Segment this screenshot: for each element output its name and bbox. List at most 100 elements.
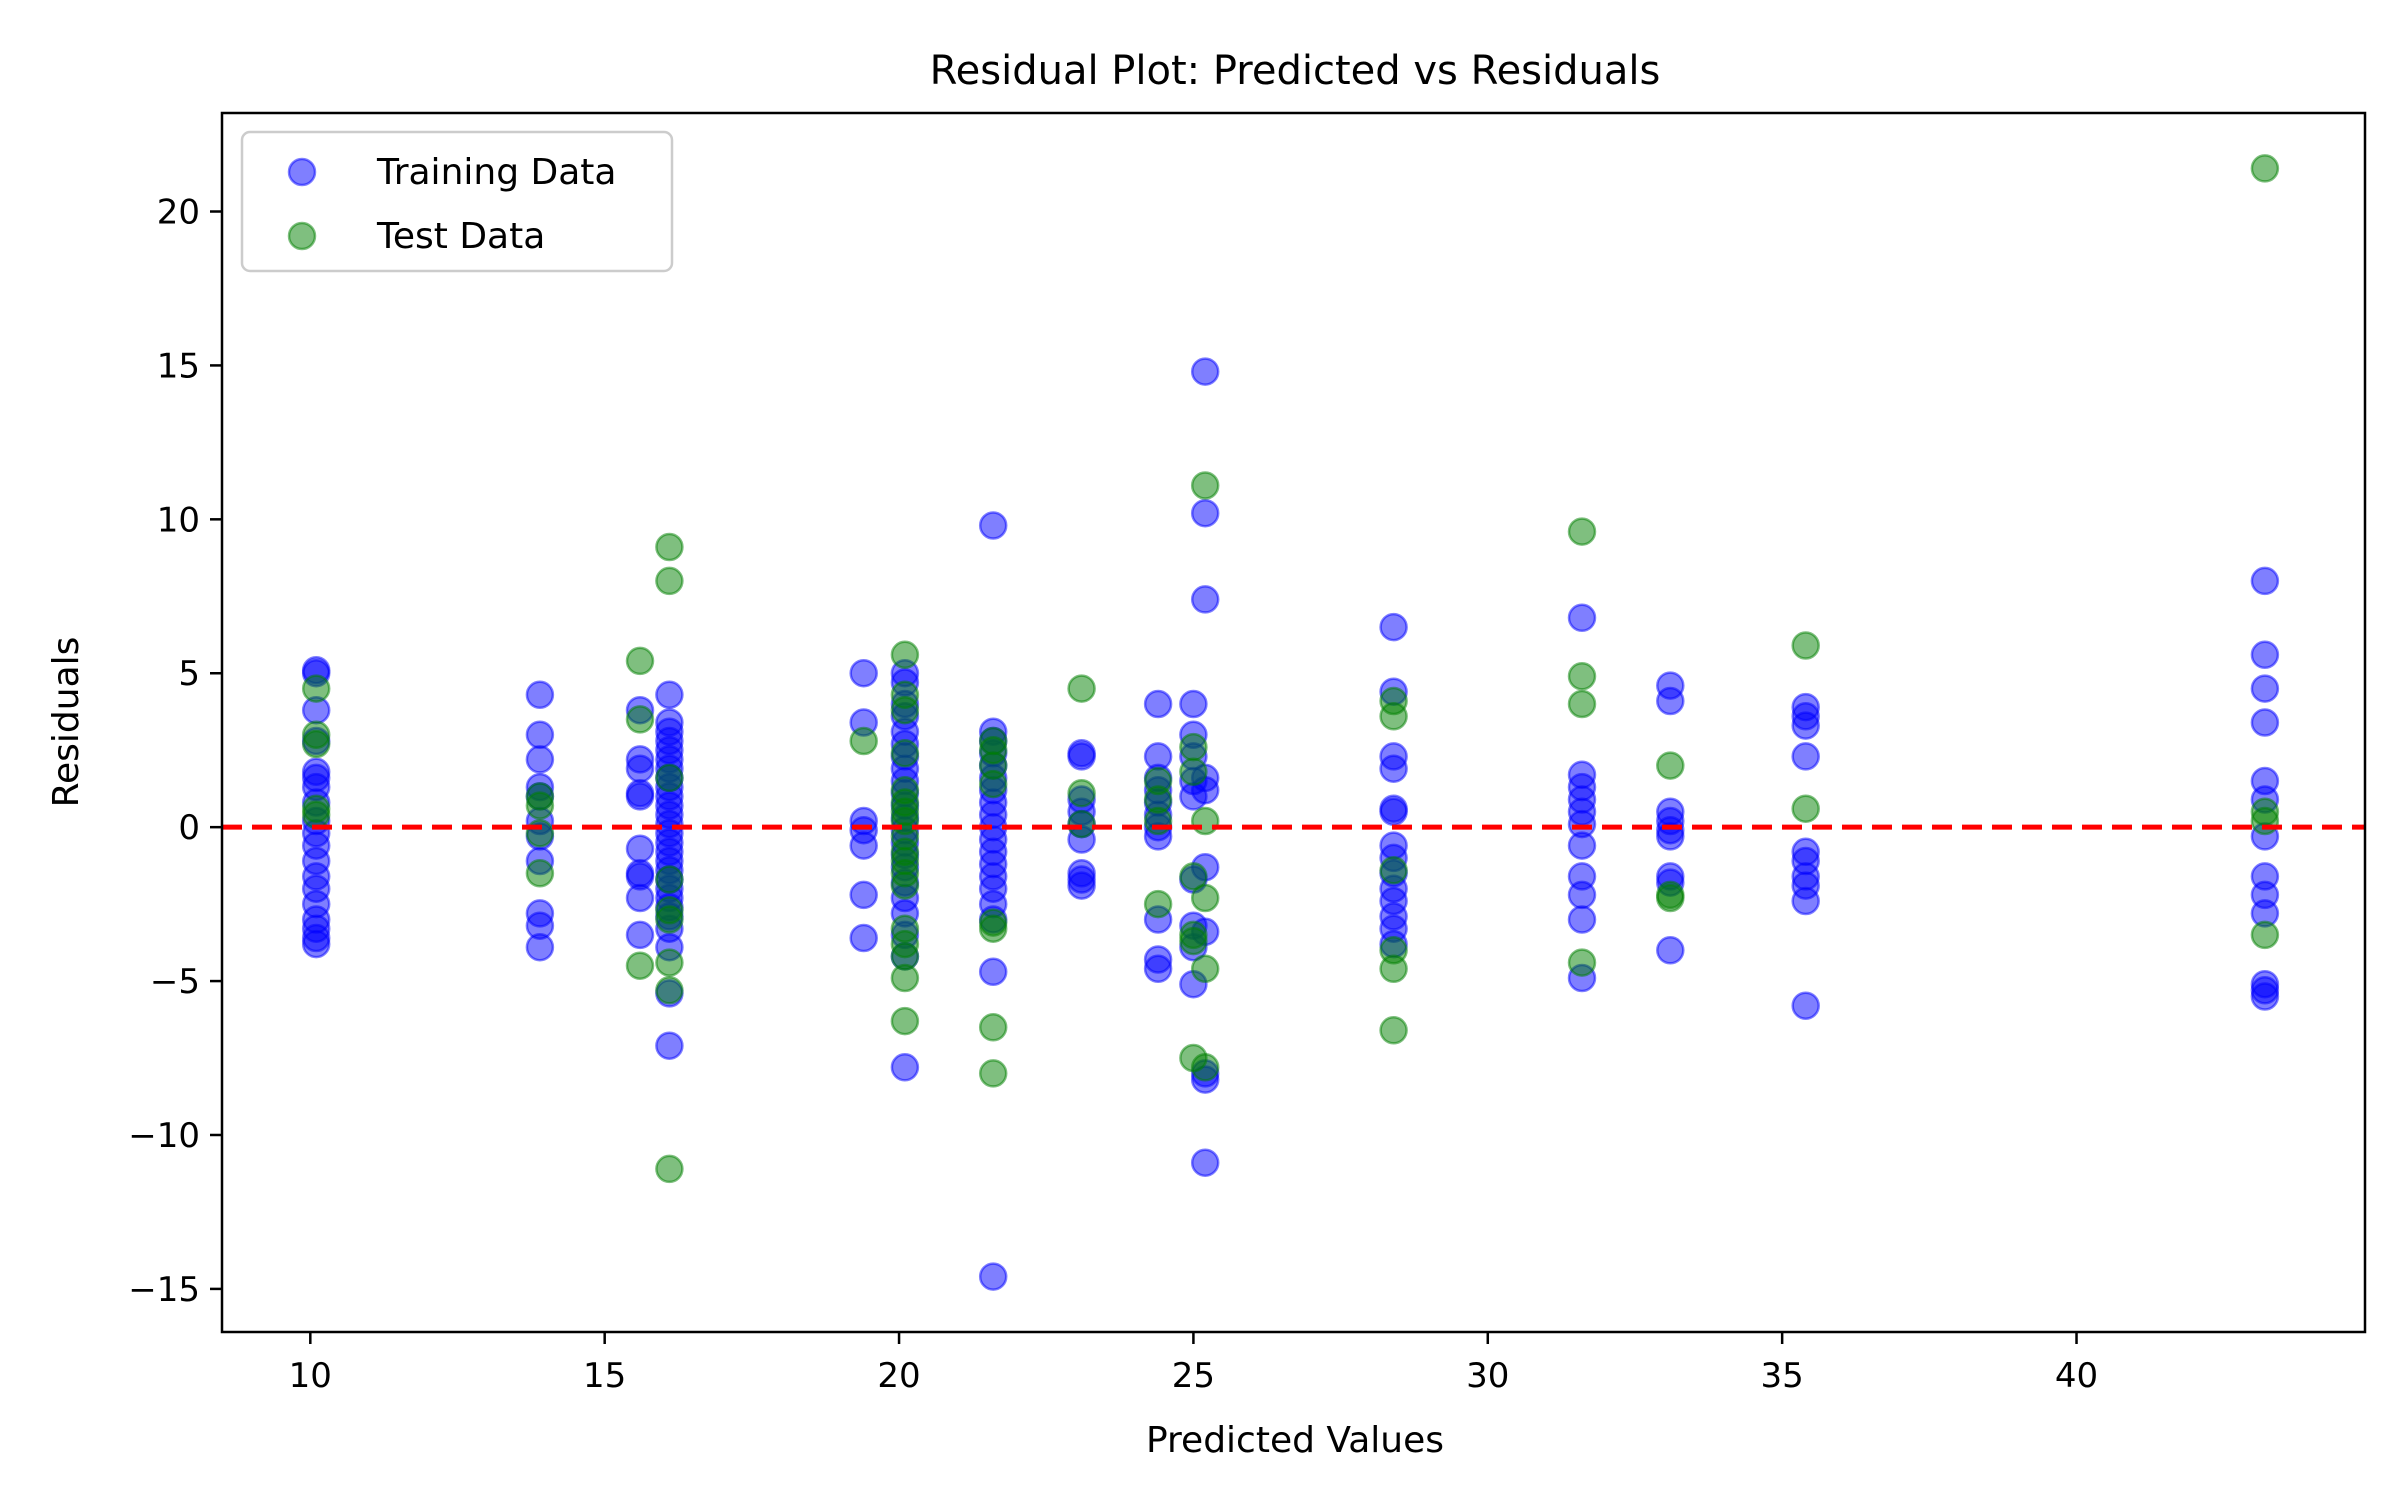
test-point — [1179, 757, 1208, 787]
training-point — [978, 1262, 1008, 1291]
training-point — [655, 1031, 684, 1060]
test-point — [1067, 779, 1096, 808]
test-point — [625, 646, 655, 676]
test-point — [1656, 883, 1685, 913]
test-point — [2250, 920, 2280, 950]
training-point — [1379, 612, 1408, 642]
test-point — [978, 914, 1008, 943]
x-tick-label: 20 — [877, 1356, 920, 1396]
test-point — [1567, 948, 1597, 977]
training-point — [525, 745, 555, 774]
test-point — [525, 859, 555, 888]
training-point — [849, 880, 878, 910]
test-point — [978, 1013, 1008, 1042]
training-point — [890, 1053, 920, 1082]
x-tick-label: 35 — [1761, 1356, 1804, 1396]
x-tick-label: 40 — [2055, 1356, 2098, 1396]
x-tick-label: 15 — [583, 1356, 626, 1396]
training-point — [301, 929, 331, 959]
training-point — [1379, 754, 1408, 783]
training-point — [1179, 689, 1208, 719]
test-point — [301, 800, 331, 830]
training-point — [1656, 686, 1685, 716]
training-point — [1190, 357, 1220, 386]
legend-label-test: Test Data — [376, 216, 545, 257]
training-point — [1190, 498, 1220, 528]
training-point — [1656, 936, 1685, 965]
test-point — [978, 769, 1008, 799]
training-point — [1190, 585, 1220, 614]
y-tick-label: −10 — [128, 1116, 200, 1156]
test-point — [1190, 954, 1220, 984]
y-tick-label: 5 — [178, 654, 200, 694]
training-point — [978, 511, 1008, 540]
test-point — [1379, 1016, 1408, 1045]
x-tick-label: 30 — [1466, 1356, 1509, 1396]
y-tick-label: 15 — [157, 346, 200, 386]
test-point — [525, 819, 555, 848]
test-point — [625, 951, 655, 980]
x-axis-ticks: 10 15 20 25 30 35 40 — [289, 1332, 2098, 1396]
training-point — [525, 720, 555, 750]
scatter-markers — [301, 154, 2280, 1291]
x-tick-label: 10 — [289, 1356, 332, 1396]
training-point — [1656, 822, 1685, 851]
training-point — [2250, 674, 2280, 703]
y-tick-label: 0 — [178, 808, 200, 848]
legend-box — [240, 130, 674, 273]
training-point — [1567, 831, 1597, 860]
training-point — [1067, 871, 1096, 900]
training-point — [625, 834, 655, 863]
test-point — [655, 532, 684, 562]
test-point — [655, 566, 684, 596]
test-point — [1067, 674, 1096, 703]
training-point — [1143, 689, 1173, 719]
training-point — [1567, 603, 1597, 633]
test-point — [1190, 1053, 1220, 1082]
test-point — [1179, 732, 1208, 762]
training-point — [1567, 905, 1597, 934]
training-point — [849, 658, 878, 688]
y-tick-label: 10 — [157, 500, 200, 540]
y-axis-label: Residuals — [46, 637, 87, 808]
test-point — [1143, 889, 1173, 919]
test-point — [2250, 806, 2280, 836]
test-point — [890, 640, 920, 670]
test-point — [1190, 471, 1220, 500]
training-point — [1791, 711, 1820, 740]
test-point — [1379, 856, 1408, 885]
training-point — [849, 923, 878, 953]
training-point — [978, 957, 1008, 987]
test-point — [655, 763, 684, 793]
legend: Training Data Test Data — [240, 130, 674, 273]
training-point — [625, 782, 655, 811]
test-point — [849, 726, 878, 756]
test-point — [890, 871, 920, 900]
training-point — [1791, 991, 1820, 1020]
test-point — [1791, 794, 1820, 823]
y-tick-label: −15 — [128, 1270, 200, 1310]
plot-area — [222, 113, 2365, 1332]
training-point — [1567, 880, 1597, 910]
test-point — [2250, 154, 2280, 183]
training-point — [625, 883, 655, 913]
training-point — [849, 831, 878, 860]
test-point — [890, 963, 920, 993]
test-point — [655, 865, 684, 894]
test-point — [301, 674, 331, 703]
test-point — [655, 905, 684, 934]
test-point — [1190, 806, 1220, 836]
training-point — [625, 754, 655, 783]
legend-marker-test — [287, 221, 317, 251]
test-point — [1567, 517, 1597, 546]
test-point — [655, 948, 684, 977]
test-point — [1179, 862, 1208, 891]
test-point — [890, 695, 920, 725]
y-axis-ticks: −15 −10 −5 0 5 10 15 20 — [128, 193, 222, 1310]
test-point — [1379, 702, 1408, 731]
test-point — [1791, 631, 1820, 660]
y-tick-label: 20 — [157, 193, 200, 233]
training-point — [1379, 797, 1408, 827]
test-point — [1567, 689, 1597, 719]
training-point — [525, 680, 555, 710]
